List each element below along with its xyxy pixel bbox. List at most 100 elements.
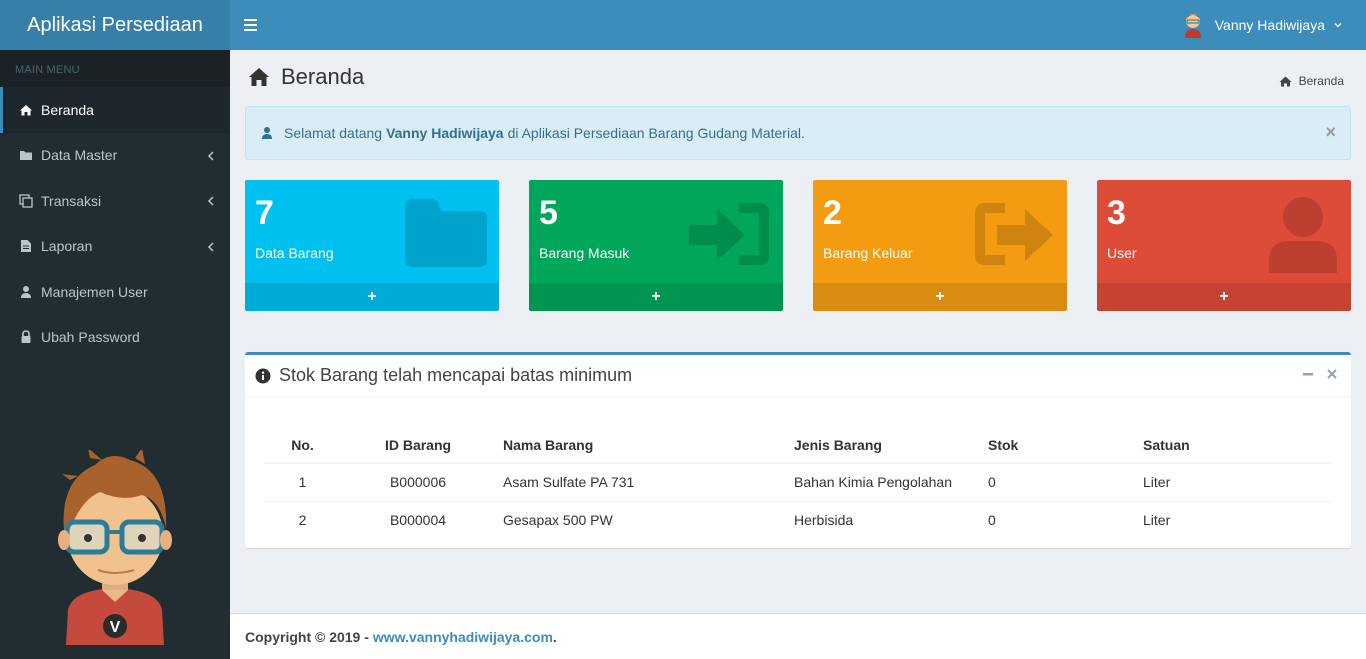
breadcrumb-item[interactable]: Beranda [1298,74,1344,88]
table-cell: Liter [1135,462,1332,501]
stat-value: 3 [1107,194,1126,232]
stat-value: 5 [539,194,558,232]
table-row: 1 B000006 Asam Sulfate PA 731 Bahan Kimi… [264,462,1332,501]
clone-icon [18,194,34,208]
alert-user-name: Vanny Hadiwijaya [386,125,504,141]
sign-out-icon [975,203,1053,265]
table-header-row: No. ID Barang Nama Barang Jenis Barang S… [264,427,1332,464]
table-cell: B000004 [341,500,495,539]
chevron-left-icon [207,196,214,206]
table-cell: Bahan Kimia Pengolahan [786,462,980,501]
sign-in-icon [689,203,769,265]
stat-label: User [1107,245,1137,261]
page-footer: Copyright © 2019 - www.vannyhadiwijaya.c… [230,613,1366,659]
add-barang-masuk-button[interactable]: + [529,283,783,311]
avatar [1184,14,1201,38]
welcome-alert: Selamat datang Vanny Hadiwijaya di Aplik… [245,106,1351,160]
svg-text:V: V [110,619,121,636]
sidebar-item-label: Laporan [41,238,93,255]
alert-prefix: Selamat datang [284,125,383,141]
stat-label: Barang Keluar [823,245,913,261]
stat-label: Data Barang [255,245,334,261]
page-title: Beranda [248,64,364,90]
sidebar-item-label: Transaksi [41,192,102,209]
table-cell: 0 [980,500,1135,539]
stat-value: 7 [255,194,274,232]
table-cell: Asam Sulfate PA 731 [495,462,786,501]
user-name: Vanny Hadiwijaya [1214,17,1325,33]
close-alert-button[interactable]: × [1325,122,1336,142]
sidebar-item-laporan[interactable]: Laporan [0,224,230,270]
panel-header: Stok Barang telah mencapai batas minimum [245,355,1351,397]
table-cell: B000006 [341,462,495,501]
sidebar-item-label: Data Master [41,147,118,164]
minus-icon [1303,373,1313,376]
file-icon [18,239,34,253]
sidebar: MAIN MENU Beranda Data Master Transaksi … [0,50,230,659]
home-icon [249,68,269,86]
stock-minimum-panel: Stok Barang telah mencapai batas minimum… [245,352,1351,548]
bars-icon [244,19,257,21]
sidebar-header: MAIN MENU [0,50,230,87]
sidebar-item-label: Ubah Password [41,329,140,346]
column-header: Stok [980,427,1135,464]
close-icon [1327,369,1337,379]
home-icon [18,103,34,117]
table-cell: Gesapax 500 PW [495,500,786,539]
chevron-left-icon [207,150,214,161]
breadcrumb[interactable]: Beranda [1279,74,1344,88]
add-barang-keluar-button[interactable]: + [813,283,1067,311]
sidebar-item-ubah-password[interactable]: Ubah Password [0,315,230,361]
table-cell: Herbisida [786,500,980,539]
folder-icon [405,199,487,267]
sidebar-item-transaksi[interactable]: Transaksi [0,178,230,224]
add-data-barang-button[interactable]: + [245,283,499,311]
user-menu[interactable]: Vanny Hadiwijaya [1183,0,1342,50]
sidebar-item-label: Manajemen User [41,283,148,300]
stat-label: Barang Masuk [539,245,630,261]
stock-table: No. ID Barang Nama Barang Jenis Barang S… [264,427,1332,539]
page-title-text: Beranda [281,64,365,89]
sidebar-item-label: Beranda [41,101,94,118]
sidebar-item-beranda[interactable]: Beranda [0,87,230,133]
footer-end: . [552,628,557,645]
home-icon [1279,76,1292,86]
copyright-text: Copyright © 2019 - [245,628,369,645]
panel-title: Stok Barang telah mencapai batas minimum [279,365,633,385]
column-header: Satuan [1135,427,1332,464]
sidebar-toggle-button[interactable] [244,15,260,35]
stat-box-data-barang[interactable]: 7 Data Barang + [245,180,499,311]
sidebar-item-manajemen-user[interactable]: Manajemen User [0,269,230,315]
stat-box-barang-masuk[interactable]: 5 Barang Masuk + [529,180,783,311]
table-row: 2 B000004 Gesapax 500 PW Herbisida 0 Lit… [264,500,1332,539]
chevron-left-icon [207,241,214,252]
column-header: Jenis Barang [786,427,980,464]
sidebar-item-data-master[interactable]: Data Master [0,133,230,179]
alert-suffix: di Aplikasi Persediaan Barang Gudang Mat… [507,125,805,141]
user-icon [262,127,272,139]
add-user-button[interactable]: + [1097,283,1351,311]
folder-icon [18,148,34,162]
footer-link[interactable]: www.vannyhadiwijaya.com [372,628,553,645]
table-cell: 1 [264,462,341,501]
panel-tools [1303,367,1337,381]
table-cell: 2 [264,500,341,539]
stat-value: 2 [823,194,842,232]
app-logo[interactable]: Aplikasi Persediaan [0,0,230,50]
chevron-down-icon [1334,23,1342,28]
stat-box-user[interactable]: 3 User + [1097,180,1351,311]
stat-box-barang-keluar[interactable]: 2 Barang Keluar + [813,180,1067,311]
remove-panel-button[interactable] [1327,367,1337,381]
column-header: No. [264,427,341,464]
collapse-panel-button[interactable] [1303,367,1313,381]
user-icon [18,285,34,299]
info-circle-icon [255,368,271,383]
lock-icon [18,330,34,344]
column-header: Nama Barang [495,427,786,464]
top-navbar: Vanny Hadiwijaya [230,0,1366,50]
column-header: ID Barang [341,427,495,464]
mascot-illustration: V [58,450,172,645]
table-cell: Liter [1135,500,1332,539]
user-icon [1269,197,1337,273]
table-cell: 0 [980,462,1135,501]
